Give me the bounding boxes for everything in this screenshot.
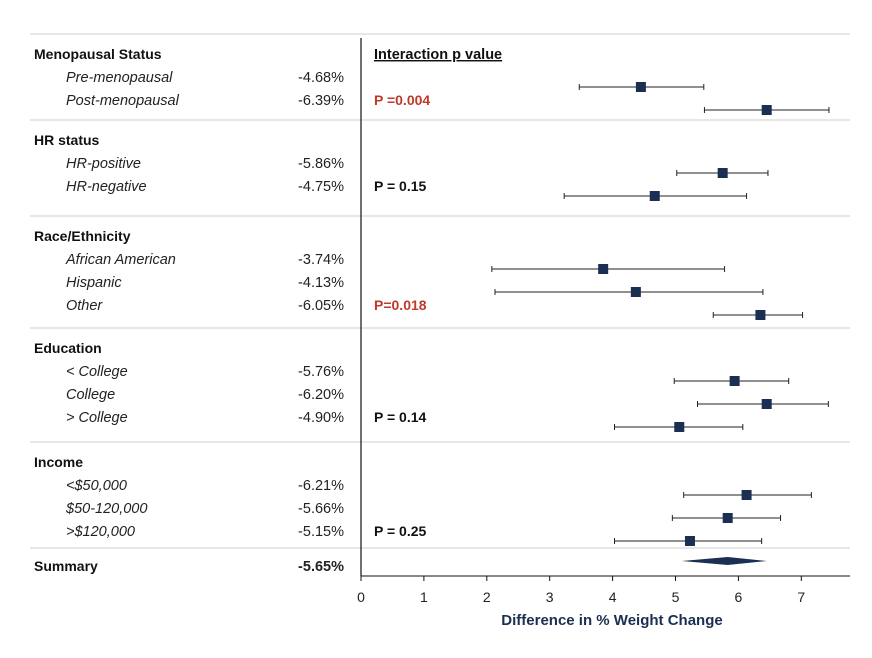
- row-label: <$50,000: [66, 478, 127, 494]
- row-label: HR-negative: [66, 179, 147, 195]
- x-tick-label: 1: [420, 589, 428, 605]
- x-tick-label: 5: [672, 589, 680, 605]
- x-axis: 0 1 2 3 4 5 6 7: [357, 575, 850, 605]
- group-label: Race/Ethnicity: [34, 228, 131, 244]
- point-estimate-marker: [649, 191, 660, 201]
- point-estimate-marker: [761, 399, 772, 409]
- interaction-p-value-header: Interaction p value: [374, 47, 502, 63]
- row-value: -6.39%: [298, 93, 344, 109]
- row-value: -5.86%: [298, 156, 344, 172]
- row-label: < College: [66, 364, 128, 380]
- point-estimate-marker: [598, 264, 609, 274]
- rows-layer: Menopausal Status Pre-menopausal -4.68% Pos…: [30, 33, 850, 575]
- row-value: -6.05%: [298, 298, 344, 314]
- row-label: Pre-menopausal: [66, 70, 173, 86]
- x-tick-label: 7: [797, 589, 805, 605]
- row-label: Post-menopausal: [66, 93, 180, 109]
- point-estimate-marker: [630, 287, 641, 297]
- point-estimate-marker: [755, 310, 766, 320]
- row-value: -3.74%: [298, 252, 344, 268]
- interaction-p-value: P=0.018: [374, 297, 427, 313]
- row-value: -4.75%: [298, 179, 344, 195]
- row-value: -5.76%: [298, 364, 344, 380]
- group-label: Income: [34, 454, 83, 470]
- row-label: $50-120,000: [65, 501, 147, 517]
- row-label: >$120,000: [66, 524, 135, 540]
- row-value: -4.13%: [298, 275, 344, 291]
- group-label: Menopausal Status: [34, 46, 162, 62]
- x-tick-label: 4: [609, 589, 617, 605]
- row-label: > College: [66, 410, 128, 426]
- row-label: College: [66, 387, 115, 403]
- point-estimate-marker: [684, 536, 695, 546]
- row-value: -4.68%: [298, 70, 344, 86]
- x-tick-label: 3: [546, 589, 554, 605]
- interaction-p-value: P = 0.25: [374, 523, 427, 539]
- row-value: -4.90%: [298, 410, 344, 426]
- summary-label: Summary: [34, 558, 98, 574]
- row-label: African American: [65, 252, 176, 268]
- x-tick-label: 0: [357, 589, 365, 605]
- interaction-p-value: P =0.004: [374, 92, 430, 108]
- point-estimate-marker: [741, 490, 752, 500]
- interaction-p-value: P = 0.14: [374, 409, 427, 425]
- group-label: Education: [34, 340, 102, 356]
- point-estimate-marker: [729, 376, 740, 386]
- summary-value: -5.65%: [298, 559, 344, 575]
- interaction-p-value: P = 0.15: [374, 178, 427, 194]
- row-value: -6.20%: [298, 387, 344, 403]
- x-tick-label: 6: [735, 589, 743, 605]
- point-estimate-marker: [722, 513, 733, 523]
- summary-diamond: [681, 557, 767, 565]
- row-value: -6.21%: [298, 478, 344, 494]
- point-estimate-marker: [635, 82, 646, 92]
- row-label: Hispanic: [66, 275, 122, 291]
- point-estimate-marker: [717, 168, 728, 178]
- point-estimate-marker: [761, 105, 772, 115]
- row-value: -5.66%: [298, 501, 344, 517]
- x-tick-label: 2: [483, 589, 491, 605]
- row-label: HR-positive: [66, 156, 141, 172]
- row-value: -5.15%: [298, 524, 344, 540]
- row-label: Other: [66, 298, 103, 314]
- x-axis-label: Difference in % Weight Change: [501, 612, 722, 629]
- group-label: HR status: [34, 132, 100, 148]
- point-estimate-marker: [674, 422, 685, 432]
